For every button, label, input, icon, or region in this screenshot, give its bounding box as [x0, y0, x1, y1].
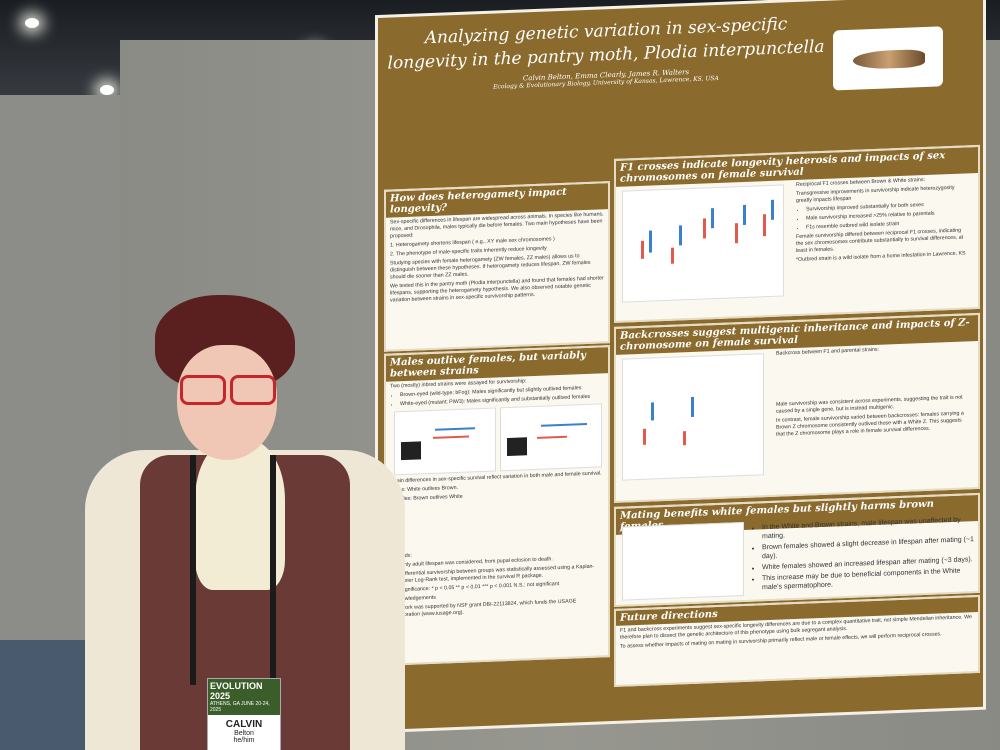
moth-eye-photo: [507, 437, 527, 457]
section-males-outlive: Males outlive females, but variably betw…: [384, 345, 610, 666]
section-f1-crosses: F1 crosses indicate longevity heterosis …: [614, 144, 980, 323]
ceiling-light: [25, 18, 39, 28]
section-heterogamety: How does heterogamety impact longevity? …: [384, 181, 610, 352]
badge-pronouns: he/him: [233, 737, 255, 744]
section-mating: Mating benefits white females but slight…: [614, 492, 980, 607]
mating-boxplot: [622, 521, 744, 601]
female-curve: [537, 435, 567, 439]
lanyard: [190, 455, 196, 685]
survival-plot-row: [386, 497, 608, 552]
male-curve: [541, 422, 587, 427]
female-curve: [433, 435, 469, 439]
research-poster: Analyzing genetic variation in sex-speci…: [378, 0, 983, 731]
backcross-text-column: Backcross between F1 and parental strain…: [772, 341, 972, 441]
section-future: Future directions F1 and backcross exper…: [614, 594, 980, 687]
bullet-list: In the White and Brown strains, male lif…: [748, 513, 980, 595]
badge-header: EVOLUTION 2025 ATHENS, GA JUNE 20-24, 20…: [208, 679, 280, 715]
badge-last-name: Belton: [234, 730, 254, 737]
male-curve: [435, 427, 475, 431]
survival-plot-white: [500, 403, 602, 472]
name-badge: EVOLUTION 2025 ATHENS, GA JUNE 20-24, 20…: [207, 678, 281, 750]
badge-first-name: CALVIN: [225, 719, 263, 730]
lanyard: [270, 455, 276, 685]
backcross-table: [772, 352, 972, 400]
survival-plot-brown: [394, 407, 496, 476]
moth-icon: [853, 48, 925, 70]
ceiling-light: [100, 85, 114, 95]
badge-event: EVOLUTION 2025: [210, 681, 263, 701]
f1-boxplot: [622, 184, 784, 303]
glasses-icon: [180, 375, 276, 405]
backcross-boxplot: [622, 353, 764, 481]
f1-text-column: Reciprocal F1 crosses between Brown & Wh…: [792, 173, 972, 266]
moth-photo: [833, 26, 943, 91]
poster-title-block: Analyzing genetic variation in sex-speci…: [386, 11, 826, 95]
section-backcrosses: Backcrosses suggest multigenic inheritan…: [614, 312, 980, 503]
badge-location: ATHENS, GA JUNE 20-24, 2025: [210, 701, 270, 713]
presenter: EVOLUTION 2025 ATHENS, GA JUNE 20-24, 20…: [85, 290, 405, 750]
